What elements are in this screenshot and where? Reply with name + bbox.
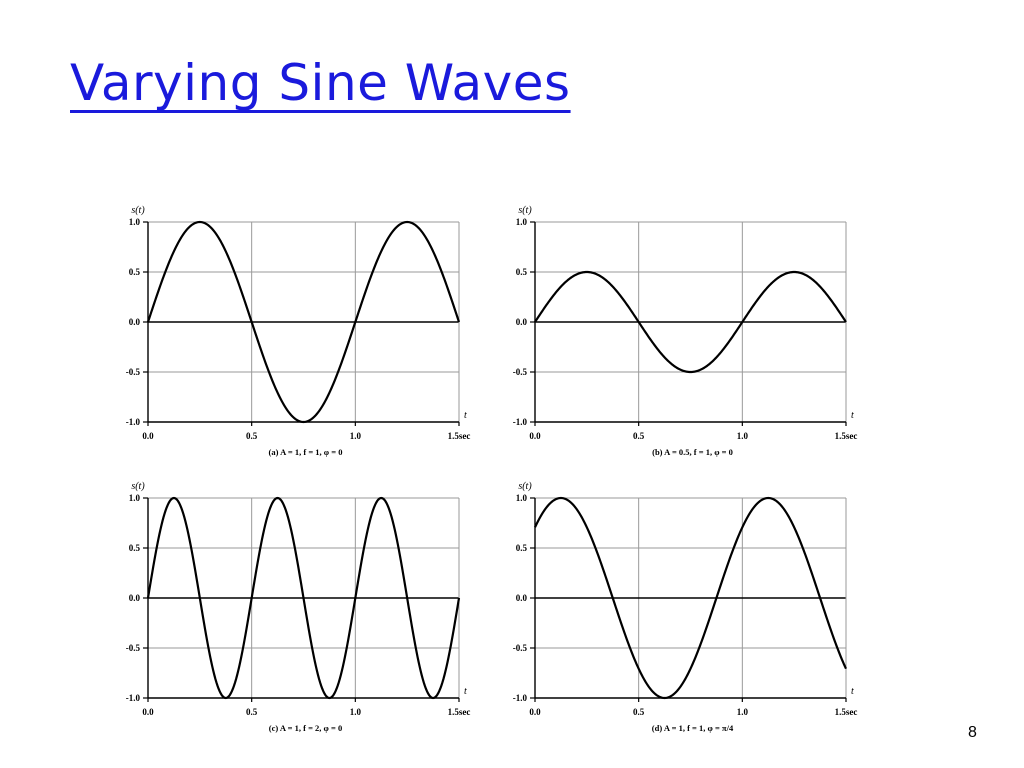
y-axis-label: s(t)	[518, 205, 532, 216]
x-tick-label: 1.0	[737, 431, 749, 441]
chart-panel-c: 1.00.50.0-0.5-1.00.0 0.5 1.0 1.5secs(t)t(c)…	[126, 481, 471, 733]
y-axis-label: s(t)	[131, 205, 145, 216]
y-tick-label: 0.0	[129, 317, 141, 327]
y-tick-label: -0.5	[513, 643, 528, 653]
y-tick-label: -1.0	[126, 693, 141, 703]
y-tick-label: 1.0	[516, 493, 528, 503]
y-tick-label: -1.0	[126, 417, 141, 427]
chart-caption: (a) A = 1, f = 1, φ = 0	[269, 447, 343, 457]
x-tick-label: 0.5	[633, 707, 645, 717]
x-tick-label: 0.0	[529, 431, 541, 441]
x-tick-label: 1.5sec	[835, 707, 858, 717]
x-tick-label: 1.0	[350, 707, 362, 717]
chart-caption: (c) A = 1, f = 2, φ = 0	[269, 723, 342, 733]
y-tick-label: 0.5	[516, 267, 528, 277]
x-tick-label: 0.0	[142, 707, 154, 717]
y-tick-label: 0.0	[516, 593, 528, 603]
chart-panel-d: 1.00.50.0-0.5-1.00.0 0.5 1.0 1.5secs(t)t(d)…	[513, 481, 858, 733]
y-axis-label: s(t)	[518, 481, 532, 492]
y-tick-label: 0.5	[516, 543, 528, 553]
slide-title: Varying Sine Waves	[70, 54, 571, 112]
x-tick-label: 0.5	[246, 707, 258, 717]
sine-wave-line	[146, 496, 461, 700]
x-axis-label: t	[464, 686, 467, 697]
y-tick-label: 0.0	[516, 317, 528, 327]
x-axis-label: t	[464, 410, 467, 421]
y-tick-label: -0.5	[126, 367, 141, 377]
chart-panel-b: 1.00.50.0-0.5-1.00.0 0.5 1.0 1.5secs(t)t(b)…	[513, 205, 858, 457]
sine-wave-line	[534, 496, 847, 700]
sine-wave-line	[534, 270, 847, 374]
x-axis-label: t	[851, 410, 854, 421]
x-axis-label: t	[851, 686, 854, 697]
y-axis-label: s(t)	[131, 481, 145, 492]
x-tick-label: 0.0	[529, 707, 541, 717]
x-tick-label: 0.5	[246, 431, 258, 441]
chart-caption: (d) A = 1, f = 1, φ = π/4	[652, 723, 734, 733]
y-tick-label: 0.5	[129, 543, 141, 553]
y-tick-label: 0.0	[129, 593, 141, 603]
y-tick-label: -0.5	[126, 643, 141, 653]
y-tick-label: 0.5	[129, 267, 141, 277]
chart-caption: (b) A = 0.5, f = 1, φ = 0	[652, 447, 733, 457]
y-tick-label: 1.0	[516, 217, 528, 227]
x-tick-label: 1.5sec	[835, 431, 858, 441]
y-tick-label: 1.0	[129, 493, 141, 503]
x-tick-label: 0.0	[142, 431, 154, 441]
x-tick-label: 0.5	[633, 431, 645, 441]
x-tick-label: 1.5sec	[448, 707, 471, 717]
y-tick-label: -1.0	[513, 417, 528, 427]
x-tick-label: 1.0	[350, 431, 362, 441]
chart-panel-a: 1.00.50.0-0.5-1.00.0 0.5 1.0 1.5secs(t)t(a)…	[126, 205, 471, 457]
y-tick-label: -0.5	[513, 367, 528, 377]
x-tick-label: 1.5sec	[448, 431, 471, 441]
y-tick-label: 1.0	[129, 217, 141, 227]
x-tick-label: 1.0	[737, 707, 749, 717]
sine-wave-line	[146, 220, 461, 424]
page-number: 8	[968, 724, 977, 741]
y-tick-label: -1.0	[513, 693, 528, 703]
